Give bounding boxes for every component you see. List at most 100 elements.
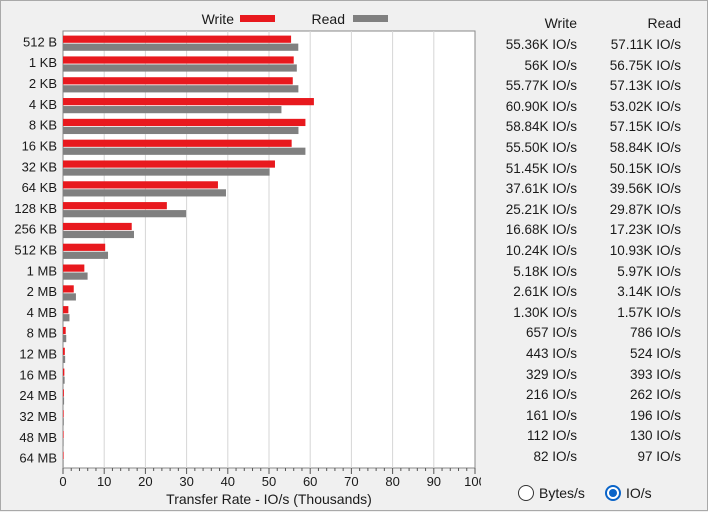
x-tick-label: 0 xyxy=(59,474,66,489)
result-row: 55.36K IO/s 57.11K IO/s xyxy=(481,37,705,58)
result-row: 25.21K IO/s 29.87K IO/s xyxy=(481,202,705,223)
read-rate-value: 524 IO/s xyxy=(629,345,681,361)
transfer-rate-chart: Write Read 512 B 1 KB 2 KB 4 KB 8 KB 16 KB 32 K… xyxy=(14,11,481,507)
read-bar xyxy=(63,418,64,426)
read-bar xyxy=(63,314,70,322)
result-row: 2.61K IO/s 3.14K IO/s xyxy=(481,284,705,305)
write-rate-value: 25.21K IO/s xyxy=(505,201,577,217)
write-bar xyxy=(63,264,85,272)
write-rate-value: 216 IO/s xyxy=(525,387,577,403)
write-rate-value: 55.36K IO/s xyxy=(505,37,577,52)
results-header: Write Read xyxy=(481,15,705,37)
write-bar xyxy=(63,243,106,251)
read-bar xyxy=(63,230,134,239)
category-label: 8 MB xyxy=(27,326,57,341)
result-row: 216 IO/s 262 IO/s xyxy=(481,387,705,408)
bytes-per-second-label: Bytes/s xyxy=(539,485,585,501)
category-label: 4 MB xyxy=(27,305,57,320)
x-tick-label: 90 xyxy=(427,474,441,489)
category-label: 512 KB xyxy=(14,243,57,258)
read-bar xyxy=(63,126,299,135)
read-bar xyxy=(63,438,64,447)
read-bar xyxy=(63,459,64,467)
write-bar xyxy=(63,160,275,168)
result-row: 58.84K IO/s 57.15K IO/s xyxy=(481,119,705,140)
read-bar xyxy=(63,168,270,176)
radio-checked-icon[interactable] xyxy=(605,485,621,501)
read-rate-value: 57.15K IO/s xyxy=(609,119,681,135)
read-rate-value: 56.75K IO/s xyxy=(609,57,681,73)
write-rate-value: 161 IO/s xyxy=(525,407,577,423)
write-bar xyxy=(63,56,294,64)
result-row: 51.45K IO/s 50.15K IO/s xyxy=(481,161,705,182)
read-rate-value: 53.02K IO/s xyxy=(609,98,681,114)
category-label: 4 KB xyxy=(29,97,57,112)
result-row: 443 IO/s 524 IO/s xyxy=(481,346,705,367)
read-rate-value: 5.97K IO/s xyxy=(617,263,681,279)
result-row: 56K IO/s 56.75K IO/s xyxy=(481,58,705,79)
write-rate-value: 10.24K IO/s xyxy=(505,242,577,258)
read-bar xyxy=(63,334,67,343)
result-row: 60.90K IO/s 53.02K IO/s xyxy=(481,99,705,120)
result-row: 10.24K IO/s 10.93K IO/s xyxy=(481,243,705,264)
result-row: 5.18K IO/s 5.97K IO/s xyxy=(481,264,705,285)
write-column-header: Write xyxy=(544,15,577,31)
write-bar xyxy=(63,35,292,43)
category-label: 512 B xyxy=(23,34,57,49)
io-per-second-option[interactable]: IO/s xyxy=(605,485,652,501)
write-bar xyxy=(63,139,292,147)
write-bar xyxy=(63,306,69,314)
category-labels: 512 B 1 KB 2 KB 4 KB 8 KB 16 KB 32 KB 64 KB 128 … xyxy=(14,34,57,465)
read-rate-value: 1.57K IO/s xyxy=(617,304,681,320)
read-bar xyxy=(63,43,299,51)
results-table: Write Read 55.36K IO/s 57.11K IO/s 56K IO/… xyxy=(481,15,705,469)
x-tick-label: 50 xyxy=(262,474,276,489)
result-row: 657 IO/s 786 IO/s xyxy=(481,325,705,346)
read-rate-value: 786 IO/s xyxy=(629,325,681,341)
category-label: 1 MB xyxy=(27,263,57,278)
legend-read-label: Read xyxy=(312,11,345,27)
write-rate-value: 5.18K IO/s xyxy=(513,263,577,279)
read-rate-value: 29.87K IO/s xyxy=(609,201,681,217)
write-bar xyxy=(63,181,218,189)
read-rate-value: 50.15K IO/s xyxy=(609,160,681,176)
write-bar xyxy=(63,118,306,127)
x-tick-label: 10 xyxy=(97,474,111,489)
category-label: 8 KB xyxy=(29,118,57,133)
chart-legend: Write Read xyxy=(202,11,388,27)
radio-unchecked-icon[interactable] xyxy=(518,485,534,501)
read-bar xyxy=(63,397,65,405)
result-row: 1.30K IO/s 1.57K IO/s xyxy=(481,305,705,326)
write-bar xyxy=(63,326,66,335)
result-row: 37.61K IO/s 39.56K IO/s xyxy=(481,181,705,202)
result-row: 82 IO/s 97 IO/s xyxy=(481,449,705,470)
write-bar xyxy=(63,430,64,439)
read-rate-value: 17.23K IO/s xyxy=(609,222,681,238)
read-rate-value: 57.11K IO/s xyxy=(610,37,681,52)
write-rate-value: 82 IO/s xyxy=(533,448,577,464)
write-rate-value: 1.30K IO/s xyxy=(513,304,577,320)
read-rate-value: 57.13K IO/s xyxy=(609,78,681,94)
read-bar xyxy=(63,210,187,218)
legend-write-swatch xyxy=(240,15,275,22)
x-tick-label: 40 xyxy=(221,474,235,489)
category-label: 64 KB xyxy=(22,180,57,195)
category-label: 32 KB xyxy=(22,159,57,174)
write-rate-value: 16.68K IO/s xyxy=(505,222,577,238)
read-bar xyxy=(63,355,66,363)
category-label: 2 MB xyxy=(27,284,57,299)
category-label: 128 KB xyxy=(14,201,57,216)
write-bar xyxy=(63,389,64,397)
write-rate-value: 55.50K IO/s xyxy=(505,139,577,155)
read-rate-value: 58.84K IO/s xyxy=(609,139,681,155)
write-rate-value: 51.45K IO/s xyxy=(505,160,577,176)
read-bar xyxy=(63,293,76,301)
bytes-per-second-option[interactable]: Bytes/s xyxy=(518,485,585,501)
write-bar xyxy=(63,98,314,106)
write-bar xyxy=(63,410,64,418)
legend-read-swatch xyxy=(353,15,388,22)
write-rate-value: 56K IO/s xyxy=(524,57,577,73)
read-rate-value: 262 IO/s xyxy=(629,387,681,403)
read-bar xyxy=(63,64,297,72)
read-bar xyxy=(63,147,306,155)
